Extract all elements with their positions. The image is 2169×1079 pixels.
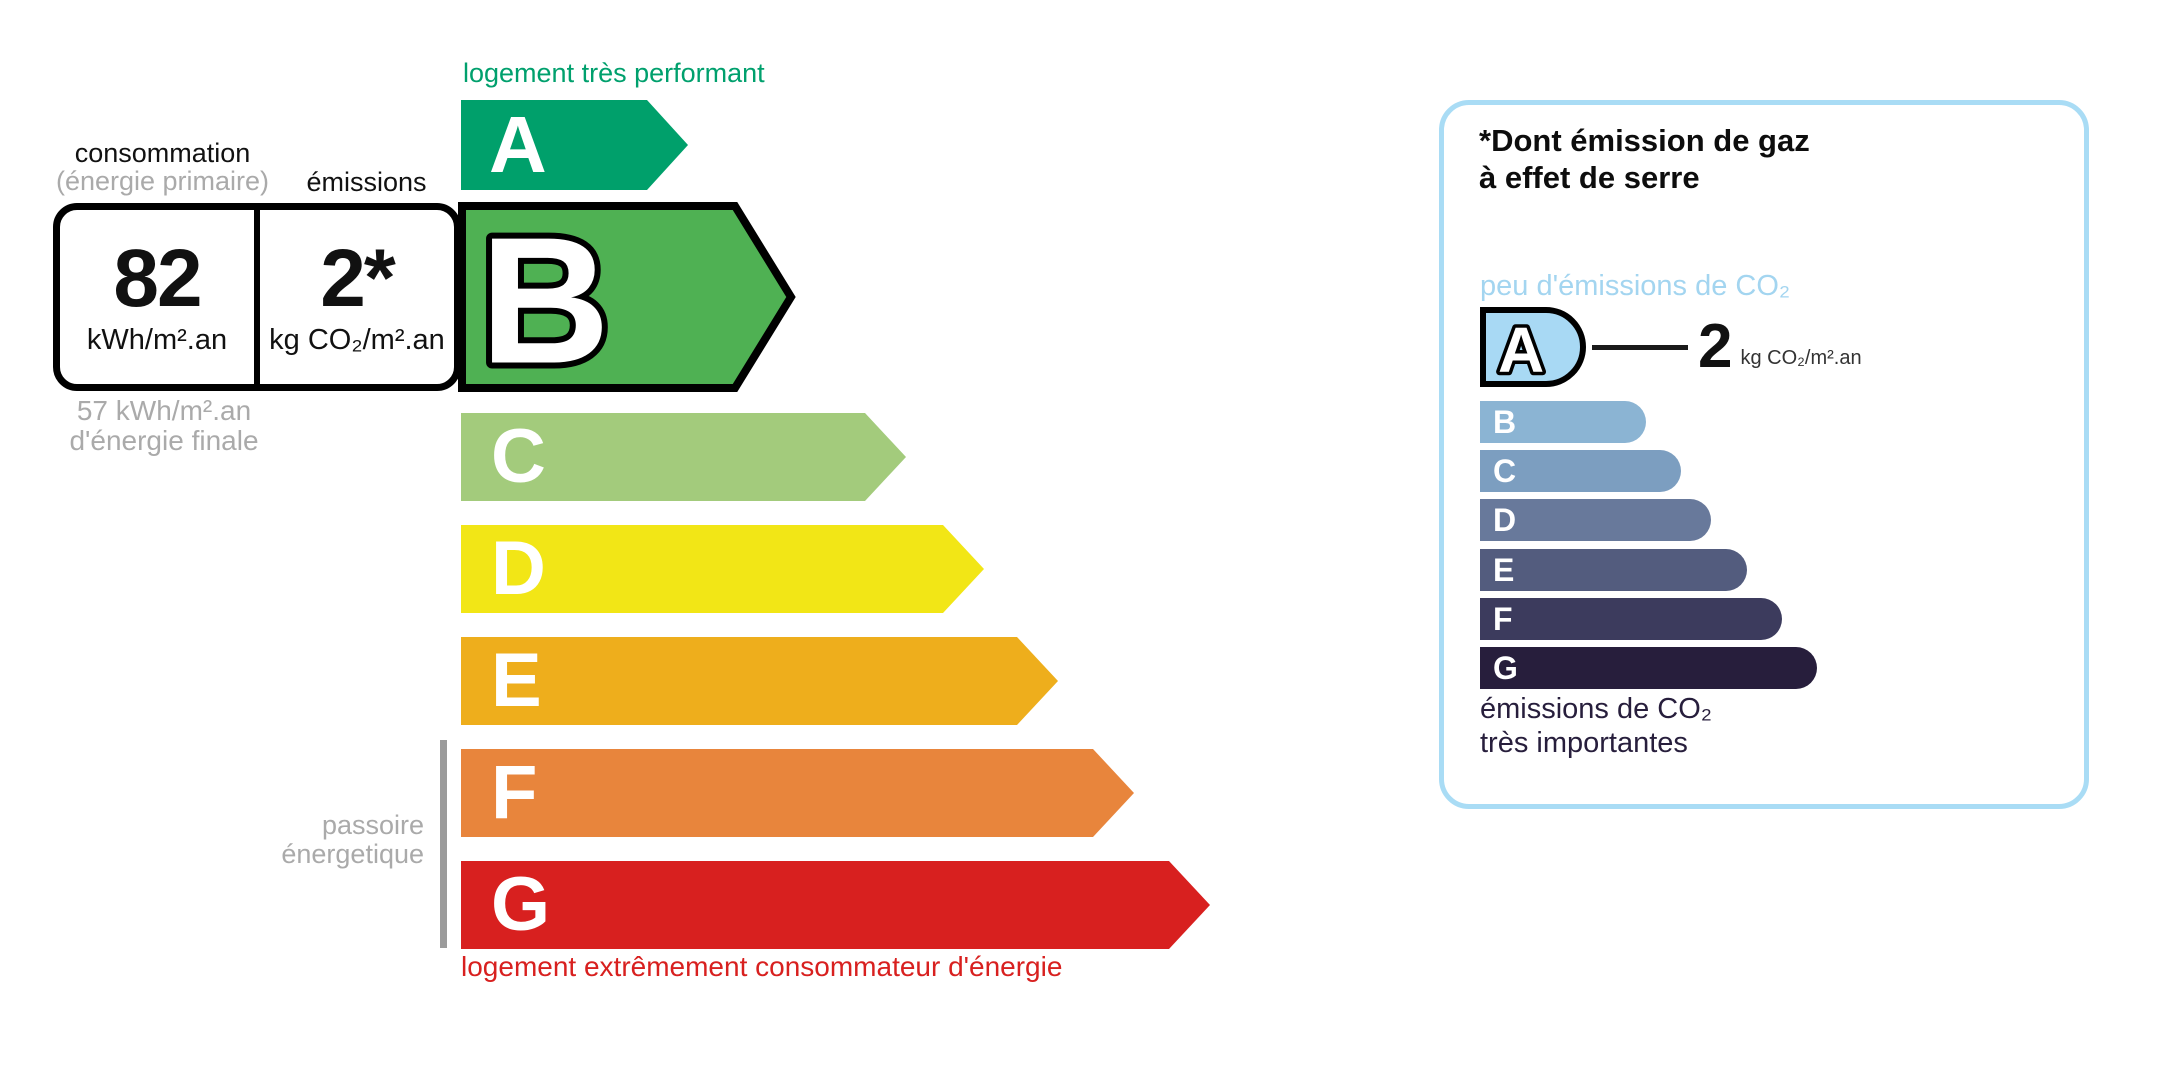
energy-grade-letter-b: B bbox=[480, 202, 610, 392]
final-energy-note: 57 kWh/m².an d'énergie finale bbox=[56, 396, 272, 456]
value-box-divider bbox=[254, 210, 260, 384]
energy-grade-arrow-f: F bbox=[461, 749, 1134, 837]
co2-grade-bar-f: F bbox=[1480, 598, 1782, 640]
co2-value: 2 bbox=[1698, 312, 1733, 381]
co2-value-row: 2 kg CO₂/m².an bbox=[1592, 307, 1862, 387]
emissions-value-cell: 2* kg CO₂/m².an bbox=[260, 210, 454, 384]
energy-grade-letter-f: F bbox=[491, 750, 538, 835]
energy-sieve-label-line1: passoire bbox=[321, 810, 424, 840]
top-performance-label: logement très performant bbox=[463, 58, 765, 88]
consumption-sublabel: (énergie primaire) bbox=[55, 166, 270, 196]
co2-grade-bar-d: D bbox=[1480, 499, 1711, 541]
co2-value-unit: kg CO₂/m².an bbox=[1740, 346, 1862, 369]
co2-high-emissions-line2: très importantes bbox=[1480, 727, 1688, 759]
co2-grade-badge-a-shape bbox=[1480, 307, 1586, 387]
co2-grade-letter-d: D bbox=[1493, 502, 1517, 538]
emissions-label: émissions bbox=[306, 167, 427, 197]
energy-grade-letter-g: G bbox=[491, 862, 551, 947]
co2-grade-bar-g: G bbox=[1480, 647, 1817, 689]
energy-sieve-label: passoire énergetique bbox=[170, 811, 424, 869]
energy-grade-letter-a: A bbox=[489, 100, 547, 189]
energy-sieve-marker-bar bbox=[440, 740, 447, 948]
energy-grade-arrow-a: A bbox=[461, 100, 688, 190]
bottom-consumer-label: logement extrêmement consommateur d'éner… bbox=[461, 951, 1063, 982]
co2-grade-badge-a-selected: A bbox=[1480, 307, 1586, 387]
emissions-unit: kg CO₂/m².an bbox=[269, 323, 445, 356]
consumption-unit: kWh/m².an bbox=[86, 323, 228, 356]
co2-grade-letter-e: E bbox=[1493, 552, 1515, 588]
consumption-label-block: consommation (énergie primaire) bbox=[53, 139, 272, 195]
co2-grade-bar-e: E bbox=[1480, 549, 1747, 591]
final-energy-line2: d'énergie finale bbox=[69, 425, 259, 456]
dpe-value-box: 82 kWh/m².an 2* kg CO₂/m².an bbox=[53, 203, 461, 391]
energy-grade-arrow-g: G bbox=[461, 861, 1210, 949]
co2-low-emissions-label: peu d'émissions de CO₂ bbox=[1480, 270, 1791, 302]
co2-grade-bar-c: C bbox=[1480, 450, 1681, 492]
co2-high-emissions-label: émissions de CO₂ très importantes bbox=[1480, 692, 1712, 760]
energy-grade-arrow-e: E bbox=[461, 637, 1058, 725]
consumption-label: consommation bbox=[74, 138, 251, 168]
energy-grade-arrow-d: D bbox=[461, 525, 984, 613]
final-energy-line1: 57 kWh/m².an bbox=[76, 395, 252, 426]
emissions-value: 2* bbox=[320, 232, 396, 324]
co2-connector-line bbox=[1592, 344, 1688, 350]
consumption-value-cell: 82 kWh/m².an bbox=[60, 210, 254, 384]
energy-grade-letter-d: D bbox=[491, 526, 546, 611]
co2-grade-letter-a: A bbox=[1498, 314, 1544, 386]
co2-grade-letter-c: C bbox=[1493, 453, 1517, 489]
co2-panel-title-line2: à effet de serre bbox=[1479, 160, 1700, 195]
energy-grade-arrow-b-selected: B bbox=[458, 202, 796, 392]
energy-grade-letter-c: C bbox=[491, 414, 546, 499]
energy-grade-letter-e: E bbox=[491, 638, 542, 723]
co2-high-emissions-line1: émissions de CO₂ bbox=[1480, 693, 1713, 725]
energy-grade-arrow-b-shape bbox=[458, 202, 796, 392]
energy-sieve-label-line2: énergetique bbox=[281, 839, 424, 869]
co2-grade-bar-b: B bbox=[1480, 401, 1646, 443]
co2-grade-letter-b: B bbox=[1493, 404, 1517, 440]
co2-grade-letter-f: F bbox=[1493, 601, 1513, 637]
energy-grade-arrow-c: C bbox=[461, 413, 906, 501]
consumption-value: 82 bbox=[113, 232, 202, 324]
co2-panel-title-line1: *Dont émission de gaz bbox=[1479, 123, 1810, 158]
co2-grade-letter-g: G bbox=[1493, 650, 1518, 686]
co2-panel-title: *Dont émission de gaz à effet de serre bbox=[1479, 122, 1810, 196]
